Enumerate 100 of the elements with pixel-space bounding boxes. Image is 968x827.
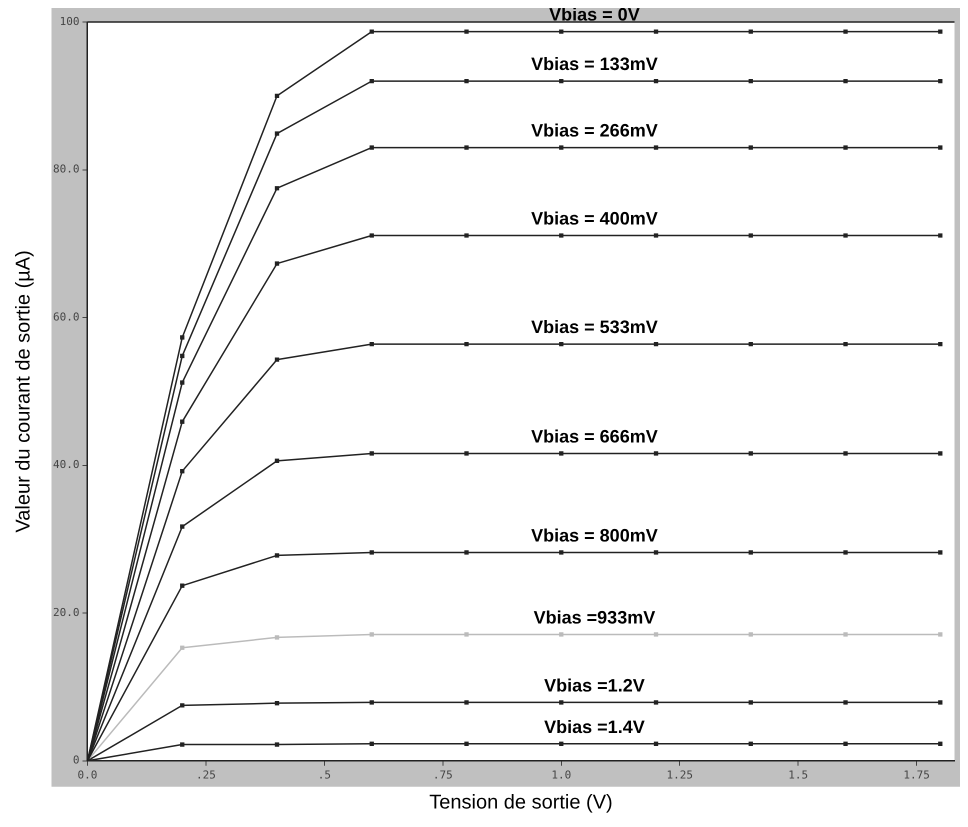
y-axis-title: Valeur du courant de sortie (µA) <box>12 250 35 533</box>
point <box>843 700 848 705</box>
point <box>938 145 942 150</box>
point <box>654 29 658 34</box>
point <box>274 553 280 558</box>
point <box>843 233 848 238</box>
point <box>748 29 753 34</box>
point <box>464 451 469 456</box>
point <box>654 78 658 84</box>
x-tick-label: .25 <box>196 768 216 782</box>
point <box>180 420 184 424</box>
point <box>843 632 848 637</box>
point <box>370 233 374 238</box>
series-label: Vbias = 666mV <box>531 426 658 446</box>
point <box>180 469 184 474</box>
y-tick-label: 20.0 <box>52 606 80 619</box>
series-label: Vbias =1.4V <box>544 716 645 737</box>
point <box>559 700 564 705</box>
point <box>180 524 184 529</box>
point <box>748 233 753 238</box>
point <box>938 632 942 637</box>
point <box>938 233 942 238</box>
point <box>938 700 942 705</box>
point <box>464 550 469 555</box>
point <box>464 78 469 84</box>
point <box>370 451 374 456</box>
point <box>274 94 280 98</box>
point <box>559 451 564 456</box>
point <box>748 451 753 456</box>
point <box>180 584 184 588</box>
point <box>938 451 942 456</box>
point <box>748 78 753 84</box>
y-tick-label: 100 <box>60 14 80 28</box>
point <box>748 700 753 705</box>
point <box>464 145 469 150</box>
point <box>559 233 564 238</box>
point <box>843 29 848 34</box>
point <box>843 342 848 346</box>
point <box>180 354 184 358</box>
x-tick-label: .5 <box>318 768 332 782</box>
point <box>748 342 753 346</box>
series-label: Vbias = 533mV <box>531 317 658 338</box>
point <box>843 550 848 555</box>
point <box>748 632 753 637</box>
point <box>938 742 942 746</box>
point <box>559 342 564 346</box>
point <box>654 233 658 238</box>
x-tick-label: 1.75 <box>903 768 930 782</box>
point <box>370 342 374 346</box>
y-tick-label: 80.0 <box>52 162 80 176</box>
point <box>180 703 184 708</box>
point <box>843 145 848 150</box>
point <box>464 342 469 346</box>
point <box>180 380 184 385</box>
point <box>654 632 658 637</box>
point <box>370 550 374 555</box>
point <box>370 632 374 637</box>
point <box>559 78 564 84</box>
point <box>938 78 942 84</box>
x-tick-label: 1.25 <box>666 768 693 782</box>
point <box>464 632 469 637</box>
x-tick-label: .75 <box>432 768 453 782</box>
series-label: Vbias = 266mV <box>531 120 658 141</box>
point <box>464 742 469 746</box>
point <box>464 29 469 34</box>
point <box>843 742 848 746</box>
point <box>370 78 374 84</box>
point <box>654 700 658 705</box>
point <box>370 742 374 746</box>
point <box>938 550 942 555</box>
series-label: Vbias = 400mV <box>531 208 658 228</box>
point <box>464 700 469 705</box>
point <box>464 233 469 238</box>
series-label: Vbias = 133mV <box>531 54 658 74</box>
point <box>274 357 280 362</box>
point <box>274 261 280 266</box>
point <box>274 742 280 747</box>
y-tick-label: 40.0 <box>52 458 80 472</box>
point <box>938 29 942 34</box>
series-label: Vbias = 800mV <box>531 525 658 546</box>
point <box>274 131 280 136</box>
point <box>938 342 942 346</box>
point <box>559 29 564 34</box>
point <box>274 186 280 190</box>
point <box>180 335 184 340</box>
point <box>274 701 280 706</box>
point <box>370 145 374 150</box>
point <box>748 742 753 746</box>
series-label: Vbias =1.2V <box>544 675 645 696</box>
series-label: Vbias =933mV <box>534 607 656 628</box>
point <box>748 145 753 150</box>
point <box>559 145 564 150</box>
point <box>559 632 564 637</box>
point <box>843 451 848 456</box>
point <box>559 742 564 746</box>
point <box>843 78 848 84</box>
point <box>180 742 184 747</box>
point <box>180 646 184 650</box>
point <box>559 550 564 555</box>
point <box>274 635 280 640</box>
